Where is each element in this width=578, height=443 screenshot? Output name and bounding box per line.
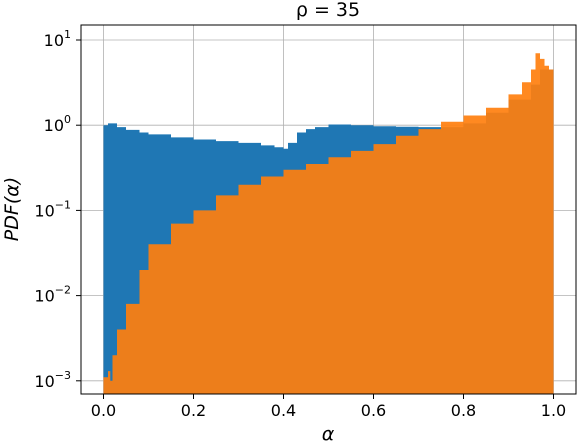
y-tick-exponent: 0 bbox=[64, 113, 71, 126]
y-tick-exponent: 1 bbox=[64, 28, 71, 41]
y-tick-base: 10 bbox=[34, 372, 54, 391]
x-tick-label: 0.4 bbox=[271, 401, 296, 420]
y-tick-exponent: −3 bbox=[55, 369, 71, 382]
x-tick-label: 0.0 bbox=[91, 401, 116, 420]
y-tick-base: 10 bbox=[44, 116, 64, 135]
y-tick-label: 10−1 bbox=[34, 198, 71, 220]
x-tick-label: 0.6 bbox=[361, 401, 386, 420]
y-tick-base: 10 bbox=[44, 31, 64, 50]
histogram-series-2 bbox=[103, 53, 554, 394]
y-tick-exponent: −1 bbox=[55, 198, 71, 211]
y-tick-label: 10−2 bbox=[34, 284, 71, 306]
x-tick-label: 0.8 bbox=[451, 401, 476, 420]
y-axis-label: PDF(α) bbox=[1, 177, 23, 241]
x-axis-label: α bbox=[322, 423, 335, 443]
y-tick-base: 10 bbox=[34, 201, 54, 220]
series-layer bbox=[103, 53, 554, 394]
x-axis-ticks: 0.0 0.2 0.4 0.6 0.8 1.0 bbox=[91, 394, 566, 420]
y-tick-label: 10−3 bbox=[34, 369, 71, 391]
chart-title: ρ = 35 bbox=[296, 0, 360, 21]
x-tick-label: 0.2 bbox=[181, 401, 206, 420]
plot-frame bbox=[80, 24, 577, 395]
y-tick-label: 100 bbox=[44, 113, 71, 135]
y-tick-exponent: −2 bbox=[55, 284, 71, 297]
y-tick-base: 10 bbox=[34, 287, 54, 306]
y-tick-label: 101 bbox=[44, 28, 71, 50]
x-tick-label: 1.0 bbox=[541, 401, 566, 420]
